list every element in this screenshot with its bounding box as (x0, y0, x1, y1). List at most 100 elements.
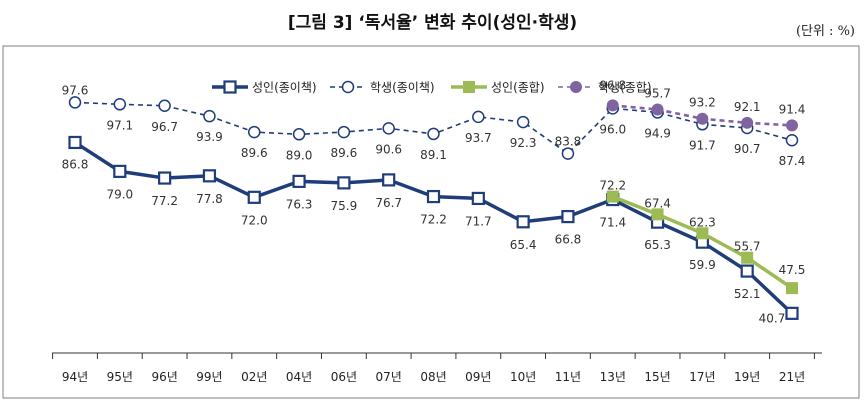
data-label: 71.7 (465, 214, 492, 228)
data-point (292, 174, 306, 188)
data-point (203, 109, 216, 123)
data-point (561, 209, 575, 224)
data-point (68, 96, 82, 109)
legend-marker (223, 80, 237, 94)
data-label: 65.4 (510, 238, 537, 252)
legend-item: 학생(종합) (558, 81, 652, 95)
data-point (651, 208, 664, 221)
legend-label: 성인(종이책) (252, 80, 317, 95)
data-point (158, 99, 171, 113)
data-label: 87.4 (779, 154, 806, 168)
x-tick-label: 15년 (644, 370, 670, 384)
data-label: 96.0 (599, 122, 626, 136)
data-point (740, 264, 754, 278)
data-label: 47.5 (779, 263, 806, 277)
data-label: 55.7 (734, 240, 761, 254)
data-label: 79.0 (106, 187, 133, 201)
series-2 (606, 190, 798, 295)
data-point (113, 98, 127, 111)
data-point (785, 133, 799, 147)
x-tick-label: 96년 (151, 370, 177, 384)
data-point (382, 173, 396, 187)
chart-frame (2, 45, 860, 399)
legend-label: 학생(종합) (598, 81, 652, 95)
data-point (426, 189, 441, 204)
data-point (337, 125, 351, 139)
legend-item: 성인(종합) (451, 81, 545, 95)
data-point (68, 135, 82, 150)
x-tick-label: 08년 (420, 370, 446, 384)
data-label: 67.4 (644, 196, 671, 210)
data-label: 93.9 (196, 130, 223, 144)
data-point (202, 169, 217, 183)
series-3 (606, 99, 798, 132)
data-label: 90.7 (734, 142, 761, 156)
legend-marker (570, 81, 582, 93)
data-label: 77.2 (151, 194, 178, 208)
data-label: 75.9 (331, 199, 358, 213)
x-tick-label: 13년 (600, 370, 626, 384)
x-tick-label: 04년 (286, 370, 312, 384)
x-tick-label: 06년 (331, 370, 357, 384)
data-point (741, 251, 754, 264)
data-label: 66.8 (555, 233, 582, 247)
x-tick-label: 21년 (779, 370, 805, 384)
data-label: 62.3 (689, 215, 716, 229)
data-point (696, 227, 709, 240)
data-point (516, 215, 530, 229)
data-label: 93.2 (689, 96, 716, 110)
data-point (786, 282, 798, 295)
data-point (471, 191, 485, 206)
data-label: 76.3 (286, 197, 313, 211)
legend-item: 학생(종이책) (330, 80, 435, 95)
data-label: 59.9 (689, 258, 716, 272)
data-labels: 86.8 79.0 77.2 77.8 72.0 76.3 75.9 76.7 72.2 71.7… (62, 78, 806, 325)
data-point (561, 147, 575, 160)
data-point (741, 116, 754, 129)
data-label: 77.8 (196, 192, 223, 206)
data-point (427, 127, 440, 141)
data-label: 72.0 (241, 213, 268, 227)
data-label: 89.1 (420, 148, 447, 162)
data-label: 91.7 (689, 138, 716, 152)
x-tick-label: 07년 (376, 370, 402, 384)
data-label: 76.7 (375, 196, 402, 210)
x-tick-label: 99년 (196, 370, 222, 384)
data-point (158, 171, 172, 185)
data-label: 93.7 (465, 131, 492, 145)
data-label: 83.8 (555, 135, 582, 149)
data-label: 91.4 (779, 102, 806, 116)
x-tick-label: 09년 (465, 370, 491, 384)
data-label: 92.3 (510, 136, 537, 150)
series-0 (68, 135, 799, 320)
x-axis-ticks: 94년 95년 96년 99년 02년 04년 06년 07년 08년 09년 10년 11년 13년 1… (52, 353, 815, 384)
data-point (696, 112, 709, 125)
data-point (337, 176, 351, 190)
data-label: 89.0 (286, 148, 313, 162)
data-label: 92.1 (734, 100, 761, 114)
data-label: 71.4 (599, 216, 626, 230)
data-point (606, 99, 619, 112)
data-point (516, 115, 530, 129)
x-tick-label: 95년 (107, 370, 133, 384)
data-label: 86.8 (62, 157, 89, 171)
data-label: 97.1 (106, 118, 133, 132)
x-tick-label: 10년 (510, 370, 536, 384)
data-point (651, 103, 664, 116)
series-layer (68, 96, 799, 320)
data-point (248, 125, 261, 139)
legend: 성인(종이책) 학생(종이책) 성인(종합) 학생(종합) (212, 80, 652, 95)
data-label: 40.7 (759, 311, 786, 325)
x-tick-label: 17년 (689, 370, 715, 384)
legend-marker (463, 81, 475, 93)
data-label: 97.6 (62, 83, 89, 97)
data-point (785, 306, 799, 320)
data-label: 89.6 (241, 146, 268, 160)
legend-label: 성인(종합) (491, 81, 545, 95)
data-label: 52.1 (734, 287, 761, 301)
unit-label: (단위 : %) (795, 24, 855, 39)
x-tick-label: 94년 (62, 370, 88, 384)
data-label: 95.7 (644, 86, 671, 100)
data-point (472, 110, 485, 124)
